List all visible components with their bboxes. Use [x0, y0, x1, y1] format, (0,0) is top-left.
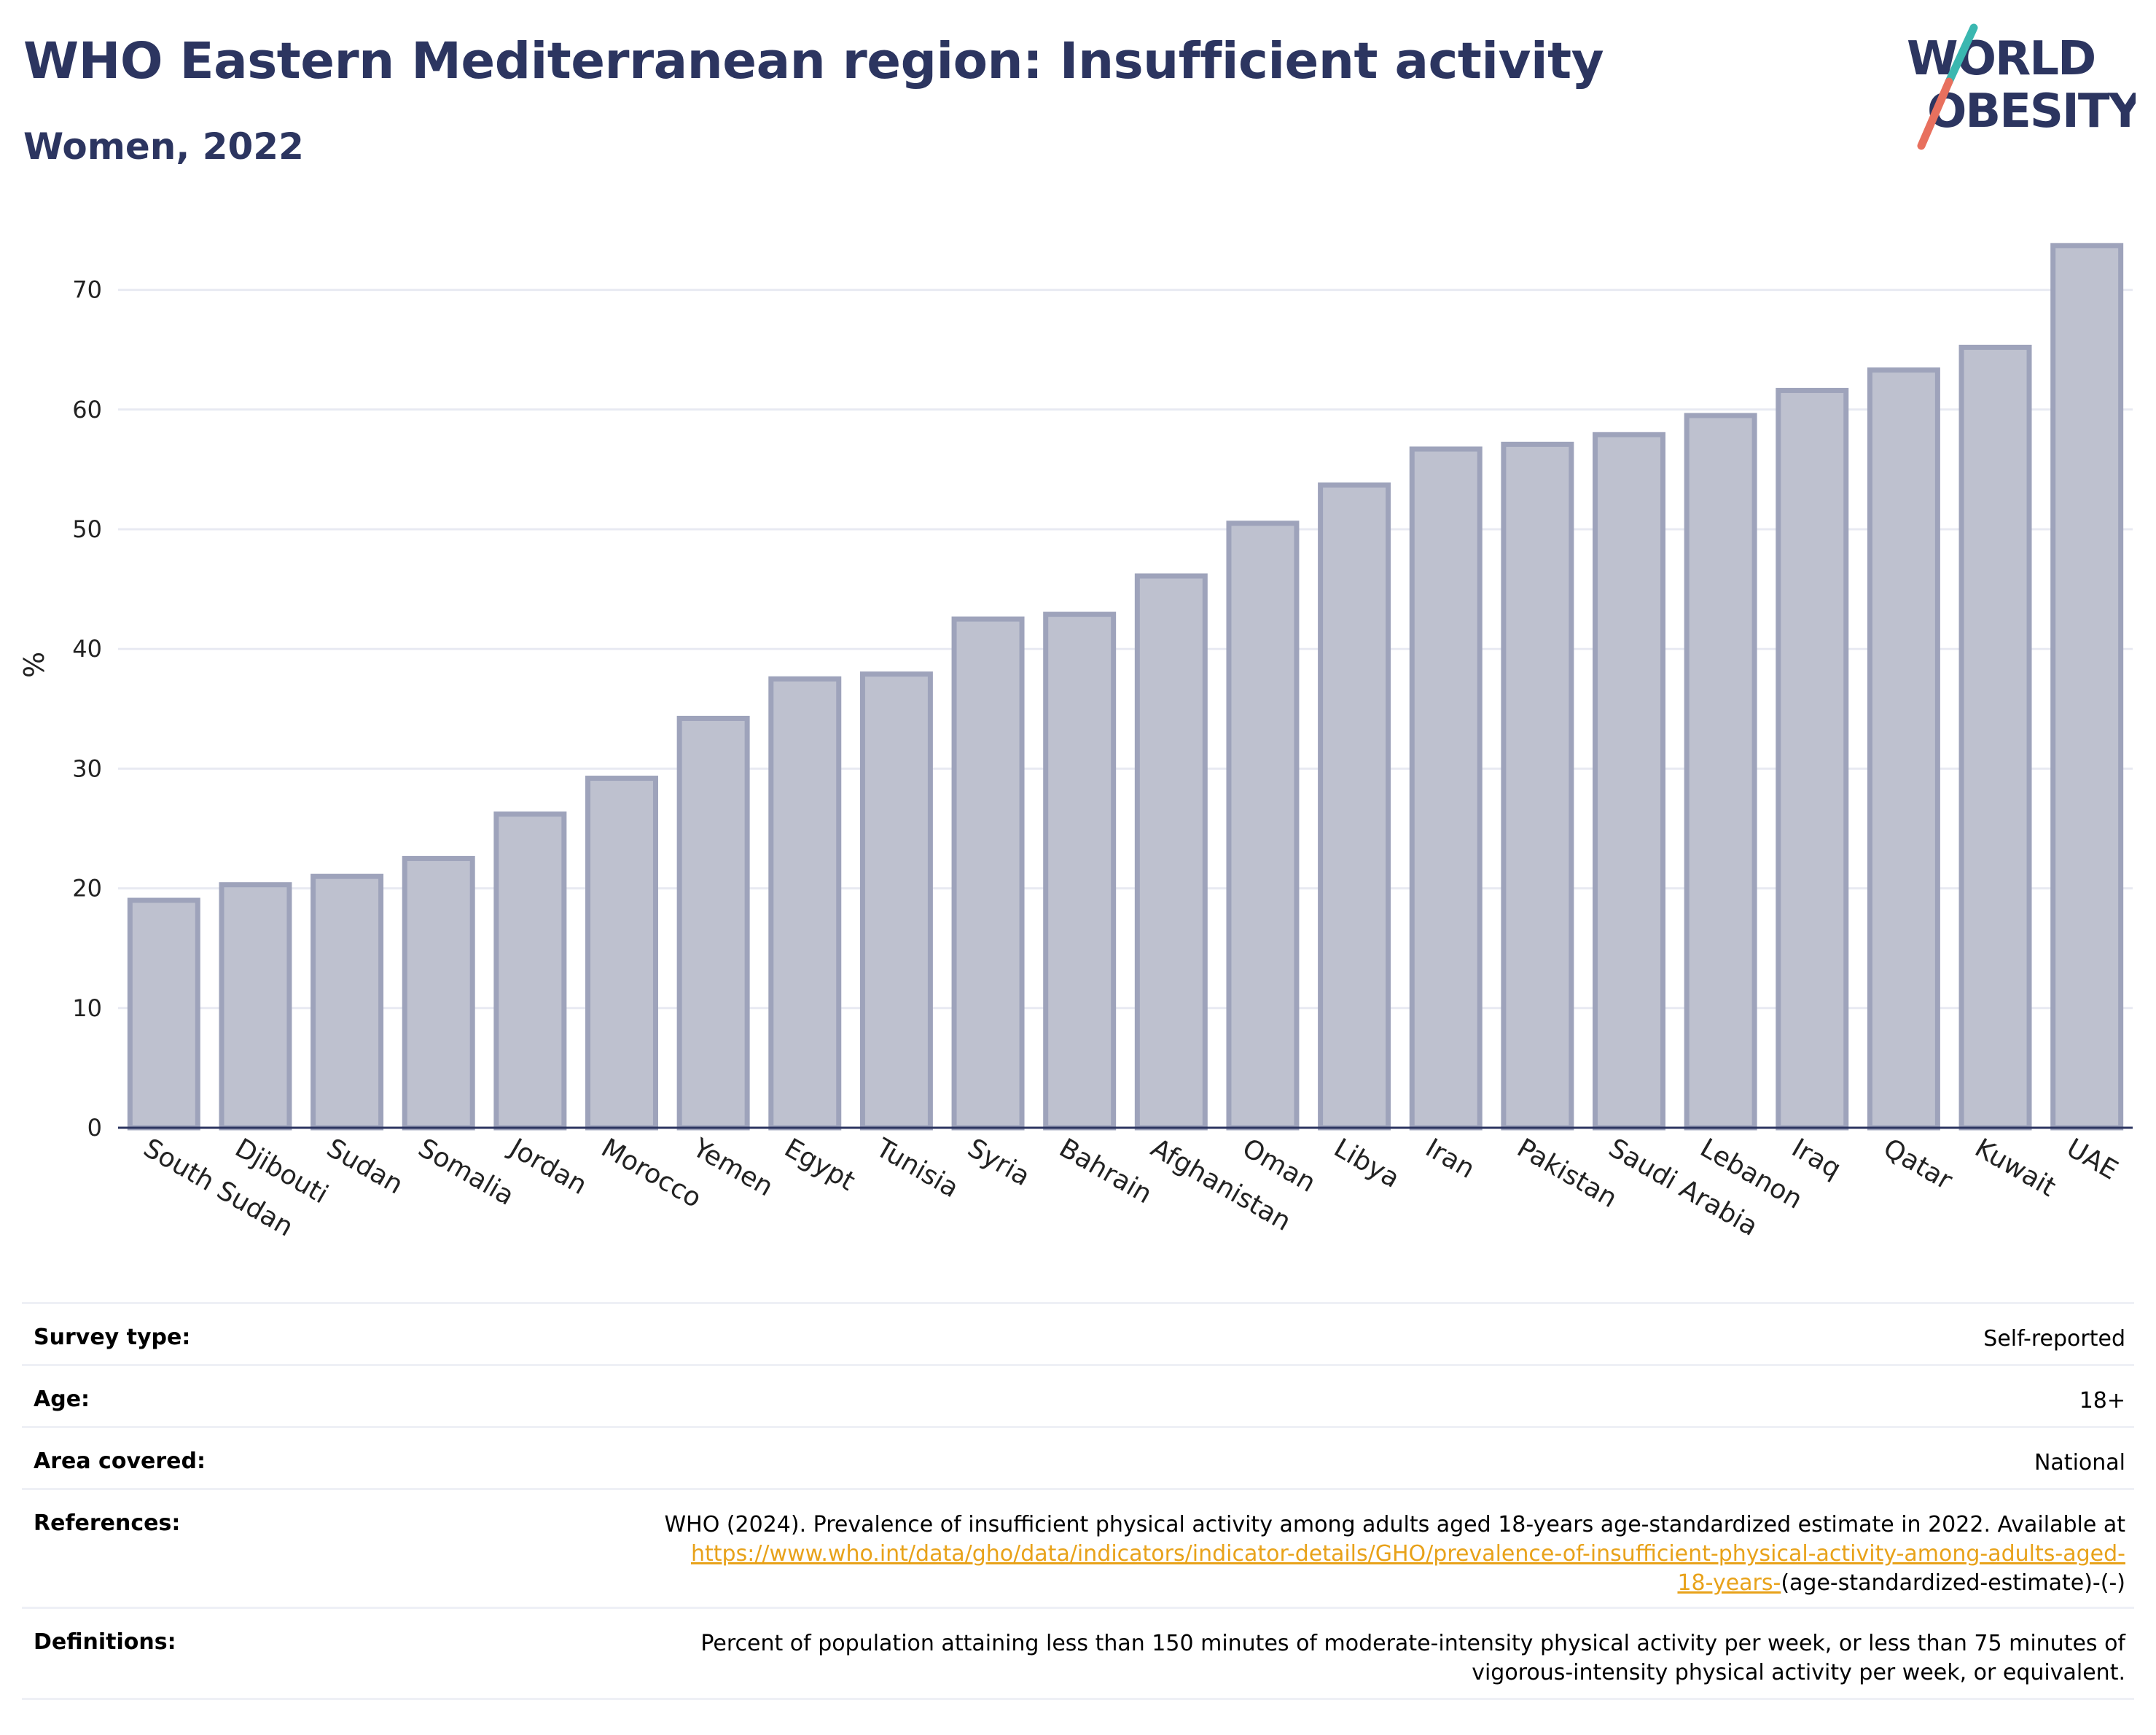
y-tick-label: 50 — [72, 515, 102, 543]
x-tick-label: Jordan — [504, 1132, 592, 1201]
bar-sudan[interactable] — [310, 873, 384, 1131]
bar-jordan[interactable] — [493, 811, 567, 1131]
x-tick-label: Somalia — [413, 1133, 519, 1212]
bar-bahrain[interactable] — [1043, 612, 1117, 1131]
world-obesity-logo: WORLD OBESITY — [1907, 23, 2136, 150]
bars — [127, 243, 2124, 1131]
meta-value: Self-reported — [552, 1302, 2134, 1365]
x-tick-label: Qatar — [1878, 1133, 1957, 1196]
logo-line1: WORLD — [1907, 32, 2095, 86]
definitions-text: Percent of population attaining less tha… — [700, 1631, 2125, 1656]
y-axis-ticks: 0 10 20 30 40 50 60 70 — [72, 276, 102, 1142]
bar-morocco[interactable] — [585, 776, 658, 1131]
x-tick-label: Morocco — [596, 1133, 706, 1214]
x-tick-label: Syria — [963, 1133, 1035, 1192]
x-tick-label: UAE — [2061, 1133, 2122, 1185]
bar-djibouti[interactable] — [219, 882, 292, 1131]
meta-label: Survey type: — [22, 1302, 552, 1365]
x-tick-label: Iraq — [1786, 1133, 1846, 1185]
bar-tunisia[interactable] — [859, 671, 933, 1131]
definitions-text-continued: vigorous-intensity physical activity per… — [1472, 1660, 2125, 1685]
chart-subtitle: Women, 2022 — [23, 125, 304, 168]
meta-value: National — [552, 1426, 2134, 1489]
meta-label: Area covered: — [22, 1426, 552, 1489]
y-tick-label: 40 — [72, 635, 102, 663]
y-tick-label: 70 — [72, 276, 102, 304]
x-tick-label: Iran — [1421, 1133, 1480, 1185]
meta-row-definitions: Definitions: Percent of population attai… — [22, 1607, 2134, 1700]
metadata-table: Survey type: Self-reported Age: 18+ Area… — [22, 1302, 2134, 1700]
x-tick-label: Kuwait — [1970, 1133, 2061, 1203]
chart-title: WHO Eastern Mediterranean region: Insuff… — [23, 32, 1604, 90]
logo-line2: OBESITY — [1927, 85, 2136, 139]
bar-qatar[interactable] — [1867, 367, 1940, 1131]
logo-slash-teal — [1945, 23, 1978, 86]
meta-label: Age: — [22, 1364, 552, 1427]
bar-egypt[interactable] — [768, 676, 842, 1131]
y-tick-label: 30 — [72, 755, 102, 782]
x-tick-label: Sudan — [321, 1133, 408, 1200]
y-tick-label: 60 — [72, 396, 102, 424]
bar-chart: 0 10 20 30 40 50 60 70 South SudanDjiboutiSudan… — [18, 243, 2133, 1243]
references-link-continued[interactable]: 18-years- — [1677, 1570, 1781, 1596]
meta-label: Definitions: — [22, 1607, 552, 1700]
bar-iran[interactable] — [1409, 446, 1483, 1131]
bar-afghanistan[interactable] — [1134, 573, 1208, 1131]
bar-lebanon[interactable] — [1684, 413, 1757, 1131]
y-tick-label: 20 — [72, 875, 102, 902]
meta-value: 18+ — [552, 1364, 2134, 1427]
meta-label: References: — [22, 1488, 552, 1608]
meta-row-survey-type: Survey type: Self-reported — [22, 1302, 2134, 1365]
bar-yemen[interactable] — [676, 715, 750, 1131]
meta-value: WHO (2024). Prevalence of insufficient p… — [552, 1488, 2134, 1608]
bar-oman[interactable] — [1226, 520, 1300, 1131]
bar-iraq[interactable] — [1776, 388, 1849, 1131]
meta-value: Percent of population attaining less tha… — [552, 1607, 2134, 1700]
y-tick-label: 10 — [72, 994, 102, 1022]
bar-libya[interactable] — [1318, 482, 1391, 1131]
bar-pakistan[interactable] — [1501, 441, 1574, 1131]
x-tick-label: Bahrain — [1054, 1133, 1157, 1209]
x-tick-label: Egypt — [779, 1133, 859, 1196]
x-tick-label: Pakistan — [1512, 1133, 1622, 1214]
y-axis-title: % — [18, 652, 50, 678]
references-link[interactable]: https://www.who.int/data/gho/data/indica… — [691, 1541, 2125, 1567]
meta-row-references: References: WHO (2024). Prevalence of in… — [22, 1488, 2134, 1608]
y-tick-label: 0 — [87, 1114, 102, 1142]
x-tick-label: Tunisia — [870, 1133, 964, 1204]
bar-syria[interactable] — [951, 616, 1025, 1131]
meta-row-age: Age: 18+ — [22, 1364, 2134, 1427]
bar-kuwait[interactable] — [1958, 344, 2032, 1131]
bar-saudi-arabia[interactable] — [1593, 432, 1665, 1131]
bar-somalia[interactable] — [402, 856, 475, 1131]
bar-south-sudan[interactable] — [127, 897, 200, 1131]
logo-slash-coral — [1917, 77, 1953, 150]
references-text: WHO (2024). Prevalence of insufficient p… — [664, 1512, 2125, 1537]
meta-row-area: Area covered: National — [22, 1426, 2134, 1489]
references-suffix: (age-standardized-estimate)-(-) — [1781, 1570, 2125, 1596]
bar-uae[interactable] — [2050, 243, 2124, 1131]
x-tick-label: Libya — [1329, 1133, 1405, 1194]
